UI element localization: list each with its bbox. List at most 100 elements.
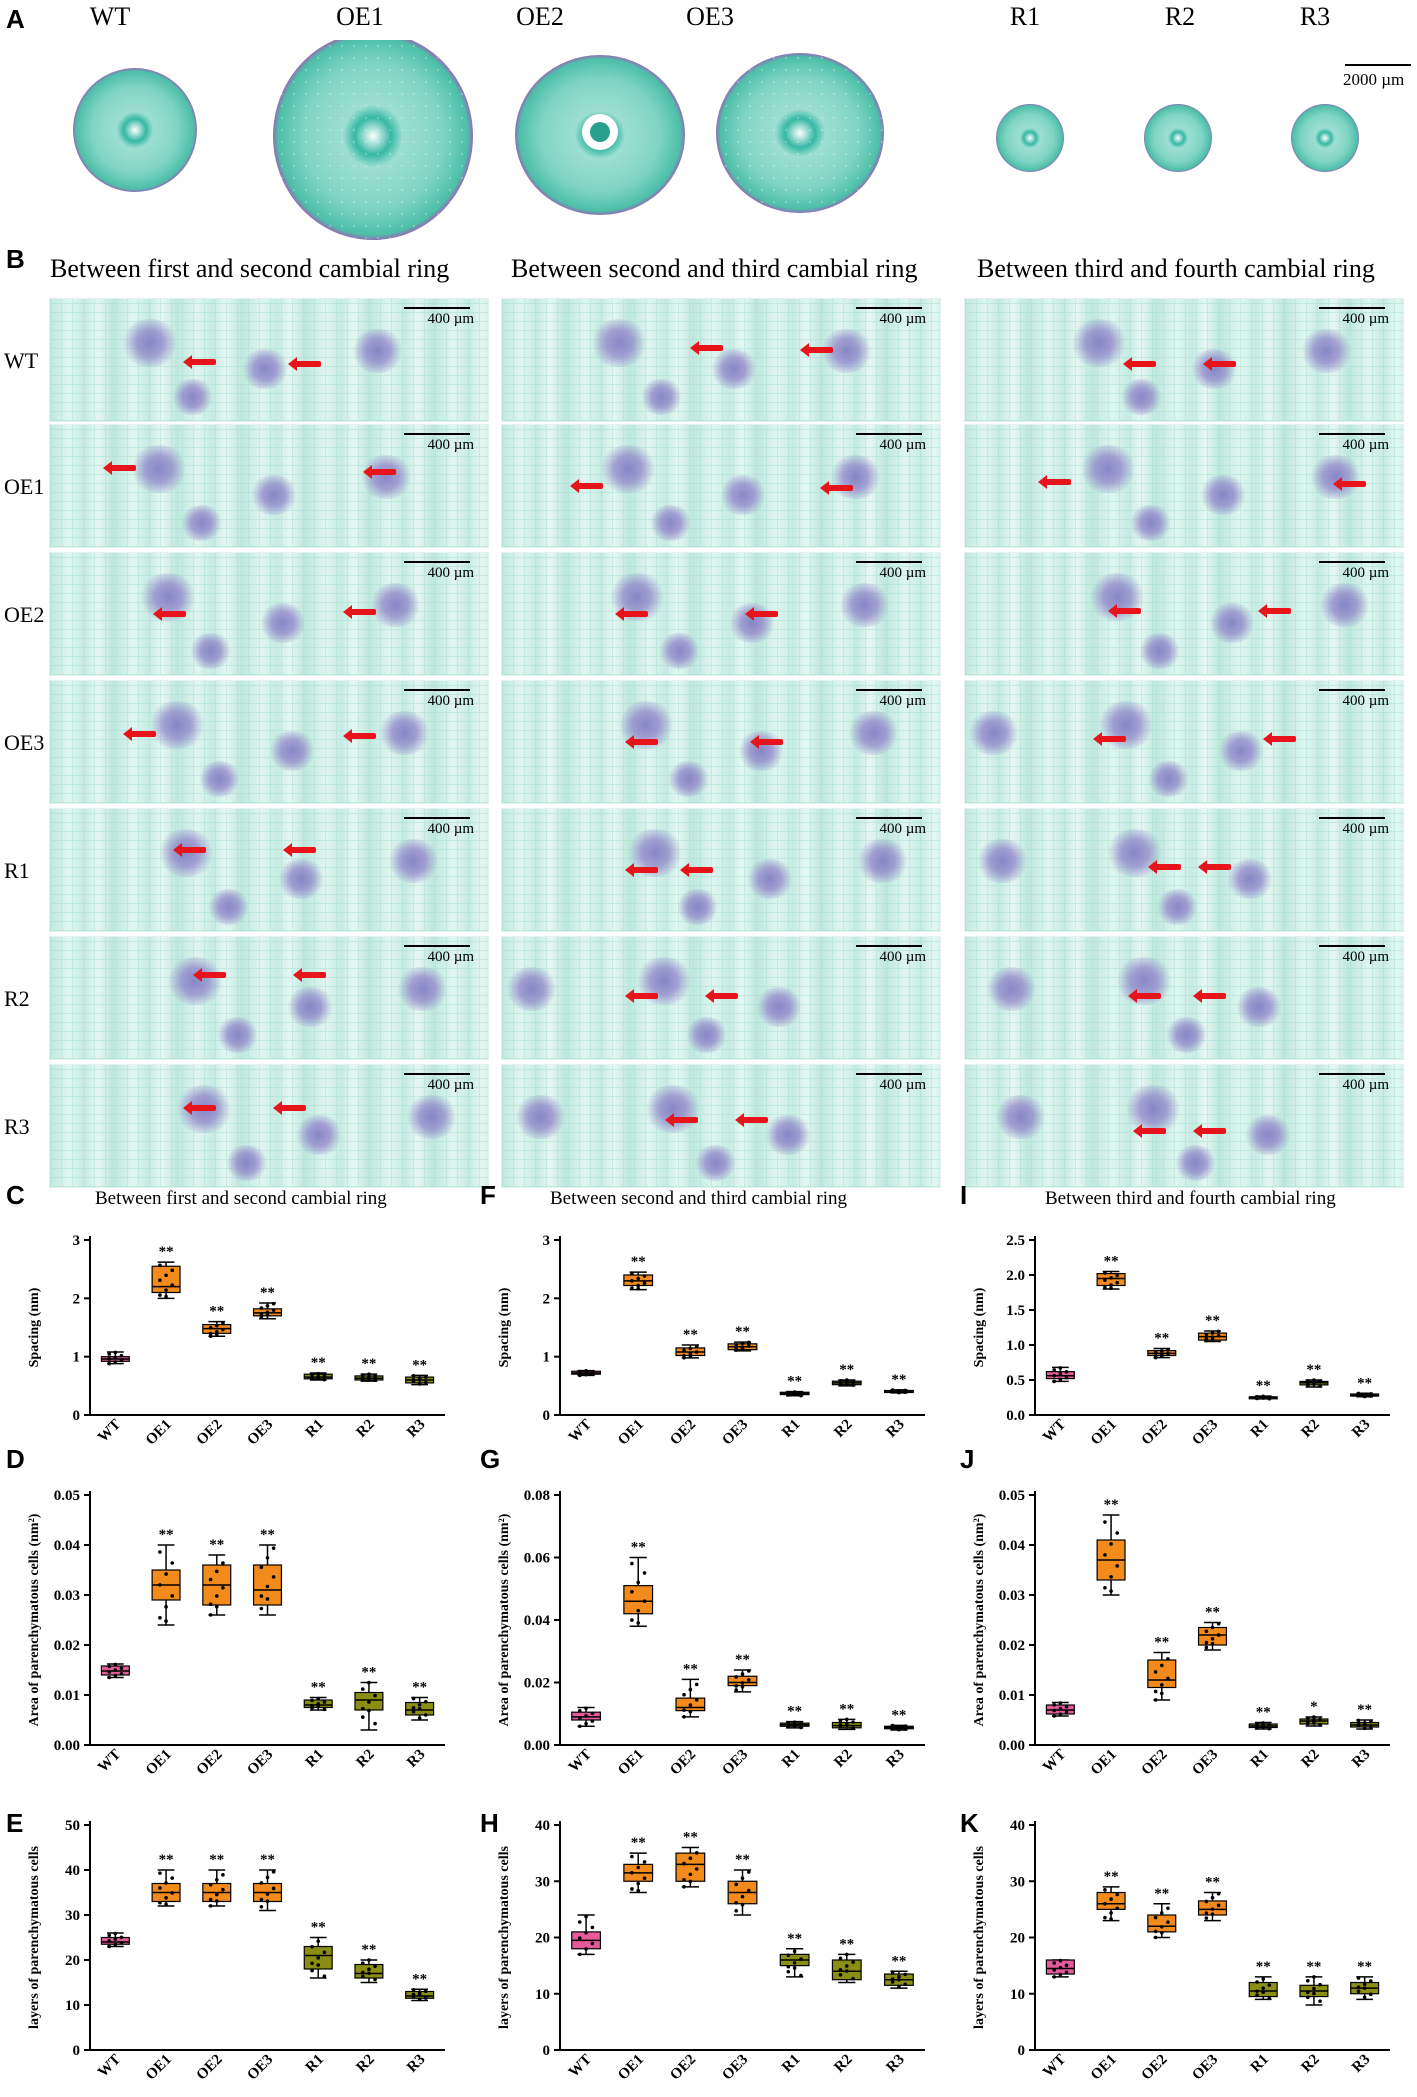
data-point xyxy=(1153,1689,1158,1694)
x-tick-label: OE3 xyxy=(1189,1417,1221,1449)
data-point xyxy=(1318,1384,1322,1388)
vessel-cluster xyxy=(1198,475,1248,515)
data-point xyxy=(734,1882,738,1887)
data-point xyxy=(1103,1901,1107,1906)
significance-mark: ** xyxy=(891,1372,906,1388)
vessel-cluster xyxy=(240,349,290,389)
y-tick-label: 0 xyxy=(73,2043,81,2059)
significance-mark: ** xyxy=(1154,1331,1169,1347)
vessel-cluster xyxy=(639,379,684,415)
micrograph-tile: 400 µm xyxy=(964,298,1404,422)
vessel-cluster xyxy=(1216,731,1266,771)
data-point xyxy=(636,1865,641,1870)
x-tick-label: OE3 xyxy=(1189,2052,1221,2084)
data-point xyxy=(1318,1982,1322,1987)
x-tick-label: R1 xyxy=(303,1747,327,1771)
data-point xyxy=(1052,1368,1057,1372)
y-tick-label: 0.5 xyxy=(1006,1373,1025,1389)
data-point xyxy=(844,1378,849,1382)
data-point xyxy=(113,1668,118,1672)
data-point xyxy=(584,1947,588,1951)
y-axis-label: Spacing (nm) xyxy=(972,1287,987,1367)
data-point xyxy=(360,1970,365,1975)
panel-label-h: H xyxy=(480,1808,499,1838)
data-point xyxy=(1103,1285,1107,1290)
data-point xyxy=(1267,1726,1272,1731)
vessel-cluster xyxy=(846,711,901,755)
micrograph-tile: 400 µm xyxy=(501,552,941,676)
data-point xyxy=(271,1886,276,1891)
data-point xyxy=(107,1939,112,1943)
y-tick-label: 40 xyxy=(1010,1818,1025,1834)
data-point xyxy=(1267,1396,1272,1401)
section-r1 xyxy=(996,104,1064,172)
box-oe1 xyxy=(151,1265,181,1294)
data-point xyxy=(792,1966,797,1970)
cambial-ring-arrow-icon xyxy=(800,343,833,357)
vessel-cluster xyxy=(513,1095,568,1139)
data-point xyxy=(642,1860,647,1864)
y-tick-label: 30 xyxy=(1010,1874,1025,1890)
data-point xyxy=(1312,1986,1316,1991)
vessel-cluster xyxy=(179,505,224,541)
x-tick-label: R1 xyxy=(303,1417,327,1441)
data-point xyxy=(1109,1276,1113,1280)
scalebar-line xyxy=(404,561,470,563)
cambial-ring-arrow-icon xyxy=(750,735,783,749)
vessel-cluster xyxy=(1317,583,1372,627)
vessel-cluster xyxy=(837,583,892,627)
section-oe1 xyxy=(273,40,473,240)
data-point xyxy=(259,1897,264,1902)
data-point xyxy=(373,1721,377,1726)
data-point xyxy=(590,1711,595,1716)
data-point xyxy=(1216,1329,1221,1334)
vessel-cluster xyxy=(1119,379,1164,415)
cambial-ring-arrow-icon xyxy=(1148,860,1181,874)
data-point xyxy=(214,1594,219,1598)
data-point xyxy=(1356,1723,1361,1728)
scalebar-label: 400 µm xyxy=(1342,437,1389,453)
scalebar-line-a xyxy=(1345,64,1411,66)
vessel-cluster xyxy=(754,987,804,1027)
data-point xyxy=(1109,1589,1113,1593)
data-point xyxy=(107,1664,112,1669)
data-point xyxy=(271,1308,276,1312)
data-point xyxy=(688,1687,693,1692)
data-point xyxy=(903,1727,908,1731)
cambial-ring-arrow-icon xyxy=(615,607,648,621)
data-point xyxy=(1064,1710,1069,1715)
data-point xyxy=(1261,1986,1266,1990)
y-axis-label: Area of parenchymatous cells (nm²) xyxy=(27,1513,42,1726)
data-point xyxy=(208,1602,213,1606)
scalebar-line xyxy=(856,433,922,435)
vessel-cluster xyxy=(855,839,910,883)
data-point xyxy=(214,1569,219,1574)
data-point xyxy=(1305,1721,1310,1726)
data-point xyxy=(322,1373,327,1378)
vessel-cluster xyxy=(993,1095,1048,1139)
data-point xyxy=(636,1608,641,1613)
data-point xyxy=(903,1390,908,1394)
cambial-ring-arrow-icon xyxy=(1038,475,1071,489)
micrograph-tile: 400 µm xyxy=(964,936,1404,1060)
y-tick-label: 3 xyxy=(73,1233,81,1249)
data-point xyxy=(1318,1722,1322,1727)
vessel-cluster xyxy=(188,633,233,669)
data-point xyxy=(265,1899,270,1904)
data-point xyxy=(119,1666,124,1671)
scalebar-label: 400 µm xyxy=(879,949,926,965)
data-point xyxy=(1166,1347,1170,1352)
data-point xyxy=(208,1331,213,1336)
vessel-cluster xyxy=(709,349,759,389)
data-point xyxy=(373,1977,377,1982)
data-point xyxy=(1305,1990,1310,1995)
data-point xyxy=(740,1902,745,1907)
data-point xyxy=(1255,1722,1259,1726)
x-tick-label: OE2 xyxy=(1139,1417,1171,1449)
cambial-ring-arrow-icon xyxy=(343,729,376,743)
data-point xyxy=(158,1550,162,1554)
data-point xyxy=(1109,1542,1113,1546)
data-point xyxy=(164,1572,168,1576)
scalebar-label: 400 µm xyxy=(427,949,474,965)
cambial-ring-arrow-icon xyxy=(690,341,723,355)
